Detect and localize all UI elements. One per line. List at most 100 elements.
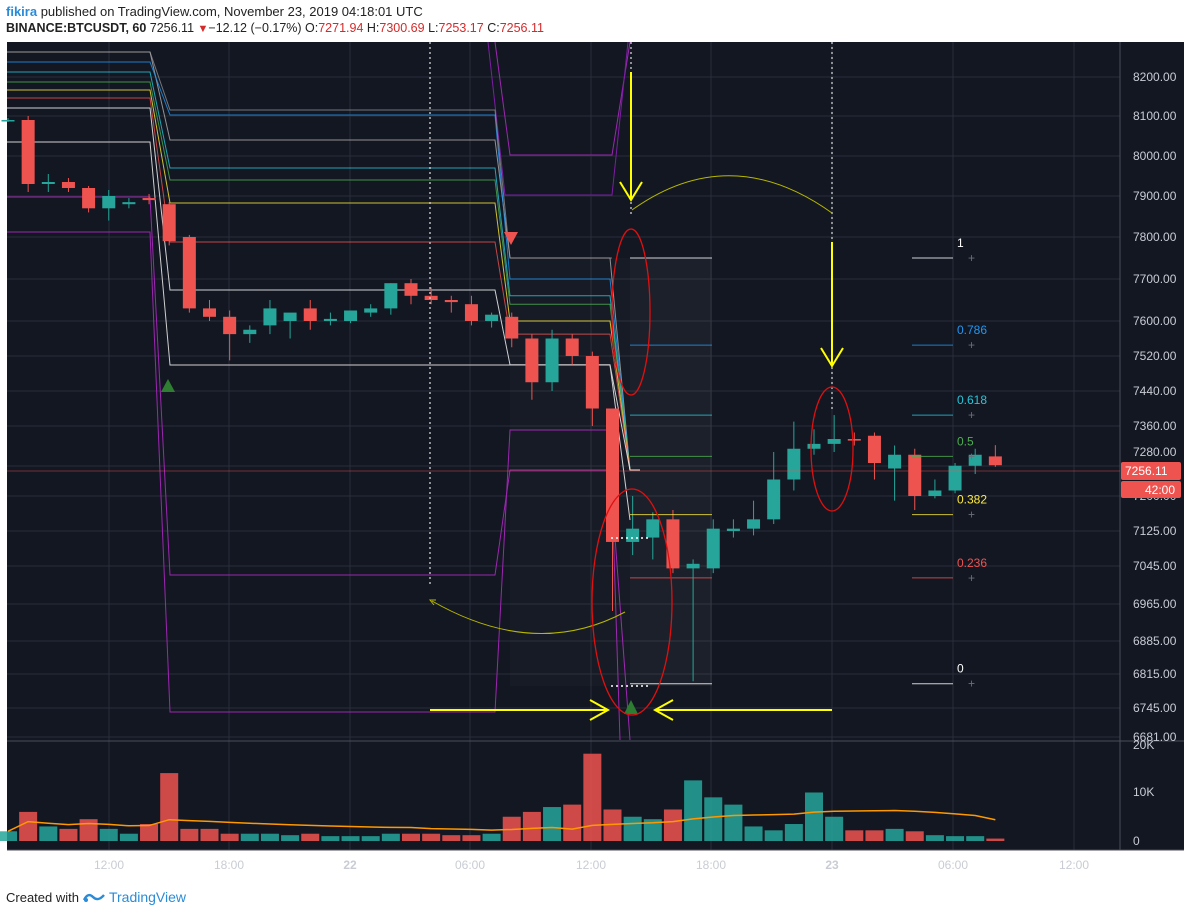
open-label: O: (305, 21, 319, 35)
candle-body (162, 204, 176, 242)
candle-body (243, 329, 257, 335)
volume-pane (0, 753, 1005, 841)
volume-bar (825, 816, 844, 841)
volume-bar (563, 804, 582, 841)
buy-signal-icon (624, 700, 638, 714)
candle-body (585, 356, 599, 409)
fib-label: 0.786 (957, 323, 987, 337)
price-tick-label: 6815.00 (1133, 667, 1177, 681)
candle-body (646, 519, 660, 538)
symbol-legend: BINANCE:BTCUSDT, 60 7256.11 ▼−12.12 (−0.… (6, 21, 544, 35)
volume-bar (663, 809, 682, 841)
low-value: 7253.17 (438, 21, 484, 35)
indicator-line (7, 141, 631, 521)
candle-body (41, 182, 55, 184)
volume-bar (59, 828, 78, 841)
highlight-ellipse (591, 488, 673, 716)
candle-body (686, 563, 700, 569)
volume-bar (764, 830, 783, 841)
candle-body (283, 312, 297, 321)
volume-bar (39, 826, 58, 841)
volume-bar (623, 816, 642, 841)
volume-bar (240, 833, 259, 841)
high-label: H: (366, 21, 380, 35)
symbol-label[interactable]: BINANCE:BTCUSDT, 60 (6, 21, 147, 35)
volume-bar (19, 811, 38, 841)
price-tick-label: 7360.00 (1133, 419, 1177, 433)
candle-body (303, 308, 317, 321)
open-value: 7271.94 (318, 21, 364, 35)
volume-bar (905, 831, 924, 841)
candle-body (444, 300, 458, 303)
candle-body (827, 439, 841, 444)
fib-retracement[interactable]: 1+0.786+0.618+0.5+0.382+0.236+0+ (611, 236, 987, 691)
candle-body (82, 188, 96, 209)
author-name[interactable]: fikira (6, 4, 38, 19)
highlight-ellipse (810, 386, 854, 512)
volume-bar (381, 833, 400, 841)
candle-body (545, 338, 559, 383)
candle-body (485, 314, 499, 321)
price-tick-label: 6965.00 (1133, 597, 1177, 611)
volume-bar (119, 833, 138, 841)
candle-body (404, 283, 418, 296)
candle-body (1, 120, 15, 122)
plus-icon: + (968, 338, 975, 352)
candle-body (344, 310, 358, 321)
publish-info: fikira published on TradingView.com, Nov… (6, 4, 423, 19)
volume-bar (966, 836, 985, 841)
volume-bar (885, 828, 904, 841)
buy-signal-icon (161, 379, 175, 392)
candle-body (928, 490, 942, 496)
volume-bar (986, 838, 1005, 841)
curve-annotation (428, 599, 436, 606)
volume-bar (361, 836, 380, 841)
close-label: C: (487, 21, 500, 35)
time-tick-label: 12:00 (576, 858, 606, 872)
highlight-ellipse (611, 228, 651, 396)
fib-zone-shade (630, 258, 712, 686)
plus-icon: + (968, 677, 975, 691)
volume-bar (522, 811, 541, 841)
indicator-line (487, 41, 629, 196)
curve-annotation (431, 600, 626, 634)
indicator-line (7, 51, 612, 259)
volume-bar (704, 797, 723, 841)
close-value: 7256.11 (499, 21, 544, 35)
candle-body (626, 528, 640, 542)
indicator-line (7, 97, 640, 471)
tradingview-brand[interactable]: TradingView (108, 889, 187, 905)
publish-text: published on TradingView.com, November 2… (37, 4, 423, 19)
price-tick-label: 8000.00 (1133, 149, 1177, 163)
candle-body (505, 316, 519, 339)
volume-moving-average (7, 809, 996, 832)
annotations[interactable] (428, 42, 854, 721)
volume-bar (341, 836, 360, 841)
indicator-line (7, 107, 640, 471)
price-tick-label: 7280.00 (1133, 445, 1177, 459)
volume-bar (260, 833, 279, 841)
volume-bar (0, 831, 17, 841)
volume-bar (603, 809, 622, 841)
volume-bar (462, 835, 481, 841)
volume-bar (180, 828, 199, 841)
price-change: −12.12 (−0.17%) (208, 21, 302, 35)
candle-body (61, 182, 75, 188)
arrow-down-icon (619, 181, 643, 202)
indicator-line (494, 41, 631, 156)
time-tick-label: 12:00 (94, 858, 124, 872)
volume-bar (724, 804, 743, 841)
time-tick-label: 18:00 (214, 858, 244, 872)
axes[interactable]: 8200.00 8100.00 8000.00 7900.00 7800.00 7700.… (94, 70, 1181, 872)
volume-tick-label: 0 (1133, 834, 1140, 848)
volume-bar (583, 753, 602, 841)
chart-background (7, 42, 1184, 850)
volume-bar (321, 836, 340, 841)
arrow-left-icon (652, 699, 674, 721)
price-tick-label: 7600.00 (1133, 314, 1177, 328)
volume-bar (805, 792, 823, 841)
candle-body (102, 196, 116, 209)
time-tick-label: 06:00 (938, 858, 968, 872)
price-tick-label: 7125.00 (1133, 524, 1177, 538)
